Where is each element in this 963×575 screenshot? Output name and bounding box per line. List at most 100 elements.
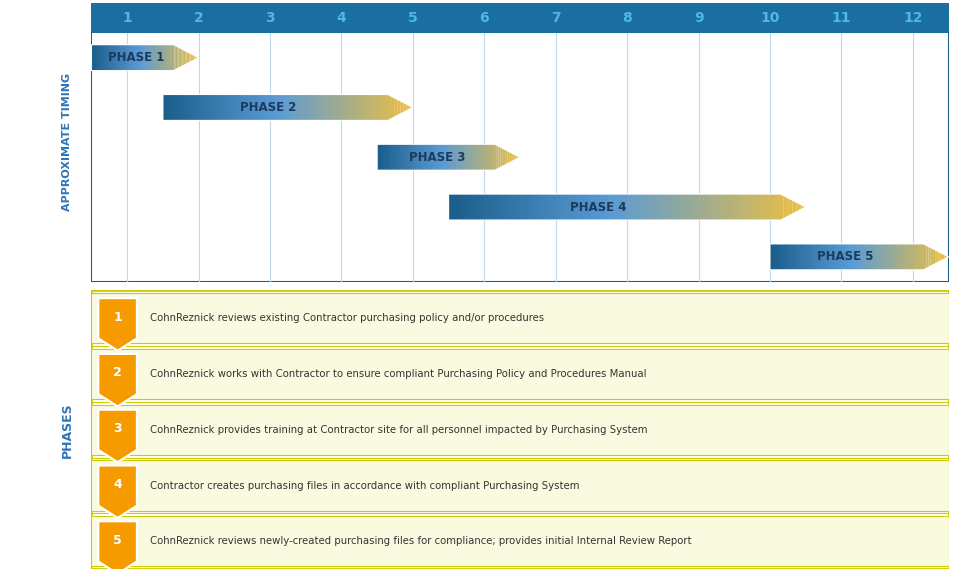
Polygon shape — [291, 94, 294, 120]
Polygon shape — [676, 194, 681, 220]
Polygon shape — [694, 194, 698, 220]
Polygon shape — [105, 45, 106, 71]
Polygon shape — [514, 155, 516, 160]
Polygon shape — [513, 154, 514, 161]
Polygon shape — [596, 194, 600, 220]
Polygon shape — [866, 244, 869, 270]
Polygon shape — [141, 45, 143, 71]
Text: CohnReznick reviews existing Contractor purchasing policy and/or procedures: CohnReznick reviews existing Contractor … — [150, 313, 544, 323]
Polygon shape — [455, 144, 457, 170]
Polygon shape — [690, 194, 694, 220]
Polygon shape — [801, 244, 803, 270]
Polygon shape — [92, 45, 94, 71]
Polygon shape — [353, 94, 356, 120]
Polygon shape — [407, 144, 409, 170]
Polygon shape — [348, 94, 351, 120]
Polygon shape — [476, 144, 478, 170]
Polygon shape — [182, 94, 185, 120]
Polygon shape — [457, 144, 459, 170]
Polygon shape — [398, 99, 401, 116]
Polygon shape — [183, 49, 184, 66]
Polygon shape — [95, 45, 97, 71]
Polygon shape — [600, 194, 605, 220]
Polygon shape — [125, 45, 126, 71]
Polygon shape — [587, 194, 591, 220]
Polygon shape — [935, 250, 937, 264]
Polygon shape — [826, 244, 828, 270]
Polygon shape — [428, 144, 429, 170]
Polygon shape — [157, 45, 159, 71]
Polygon shape — [386, 144, 388, 170]
Polygon shape — [98, 466, 137, 518]
Polygon shape — [564, 194, 569, 220]
Polygon shape — [839, 244, 842, 270]
Polygon shape — [757, 194, 761, 220]
Polygon shape — [117, 45, 118, 71]
Polygon shape — [591, 194, 596, 220]
Polygon shape — [511, 152, 513, 162]
Bar — [91, 3, 949, 33]
Polygon shape — [429, 144, 430, 170]
Polygon shape — [708, 194, 712, 220]
Polygon shape — [547, 194, 551, 220]
Polygon shape — [119, 45, 121, 71]
Polygon shape — [637, 194, 640, 220]
Polygon shape — [210, 94, 213, 120]
Polygon shape — [390, 144, 391, 170]
Polygon shape — [556, 194, 560, 220]
Polygon shape — [109, 45, 110, 71]
Polygon shape — [770, 244, 772, 270]
Polygon shape — [515, 194, 520, 220]
Polygon shape — [403, 144, 405, 170]
Polygon shape — [454, 144, 455, 170]
Polygon shape — [399, 144, 401, 170]
Polygon shape — [774, 244, 777, 270]
Polygon shape — [465, 144, 466, 170]
Polygon shape — [888, 244, 891, 270]
Polygon shape — [91, 45, 92, 71]
Polygon shape — [618, 194, 623, 220]
Polygon shape — [126, 45, 128, 71]
Polygon shape — [341, 94, 344, 120]
Polygon shape — [794, 244, 796, 270]
Polygon shape — [401, 101, 403, 114]
Polygon shape — [478, 144, 479, 170]
Polygon shape — [263, 94, 266, 120]
Polygon shape — [185, 51, 187, 64]
Polygon shape — [471, 194, 476, 220]
Polygon shape — [303, 94, 306, 120]
Polygon shape — [306, 94, 310, 120]
Polygon shape — [569, 194, 574, 220]
Polygon shape — [197, 57, 198, 58]
Polygon shape — [102, 45, 104, 71]
Text: 11: 11 — [832, 11, 851, 25]
Polygon shape — [832, 244, 835, 270]
Polygon shape — [108, 45, 109, 71]
Polygon shape — [106, 45, 108, 71]
Polygon shape — [859, 244, 862, 270]
Polygon shape — [844, 244, 846, 270]
Polygon shape — [872, 244, 875, 270]
Polygon shape — [146, 45, 147, 71]
Polygon shape — [356, 94, 360, 120]
Polygon shape — [351, 94, 353, 120]
Polygon shape — [551, 194, 556, 220]
Polygon shape — [394, 98, 398, 117]
Text: Contractor creates purchasing files in accordance with compliant Purchasing Syst: Contractor creates purchasing files in a… — [150, 481, 580, 490]
Polygon shape — [222, 94, 225, 120]
Polygon shape — [451, 144, 453, 170]
Polygon shape — [115, 45, 116, 71]
Polygon shape — [328, 94, 331, 120]
Polygon shape — [177, 47, 178, 69]
Polygon shape — [793, 200, 796, 214]
Polygon shape — [381, 94, 385, 120]
Polygon shape — [411, 144, 413, 170]
Polygon shape — [213, 94, 216, 120]
Polygon shape — [857, 244, 859, 270]
Text: 6: 6 — [480, 11, 489, 25]
Polygon shape — [168, 45, 169, 71]
Polygon shape — [228, 94, 232, 120]
Polygon shape — [156, 45, 157, 71]
Polygon shape — [154, 45, 156, 71]
Polygon shape — [783, 196, 788, 218]
